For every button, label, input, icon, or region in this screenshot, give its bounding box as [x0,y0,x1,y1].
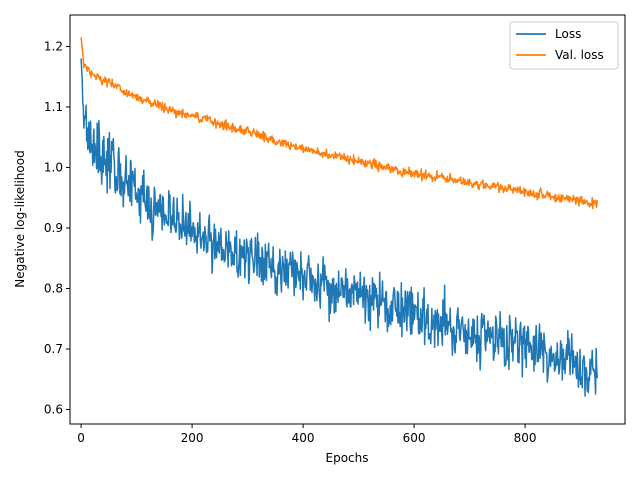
y-tick-label: 0.7 [44,342,63,356]
y-tick-label: 0.8 [44,281,63,295]
legend-label-val-loss: Val. loss [555,48,604,62]
x-tick-label: 800 [514,431,537,445]
plot-frame [69,14,626,425]
y-axis-ticks: 0.6 0.7 0.8 0.9 1.0 1.1 1.2 [44,39,70,416]
series-layer [80,37,598,397]
legend: Loss Val. loss [509,21,619,70]
y-tick-label: 1.2 [44,39,63,53]
x-tick-label: 600 [403,431,426,445]
x-axis-ticks: 0 200 400 600 800 [77,424,537,445]
y-tick-label: 1.0 [44,160,63,174]
series-line-loss [80,58,598,397]
x-tick-label: 0 [77,431,85,445]
y-axis-label: Negative log-likelihood [13,150,27,287]
x-tick-label: 400 [292,431,315,445]
y-tick-label: 0.9 [44,221,63,235]
y-tick-label: 1.1 [44,100,63,114]
legend-label-loss: Loss [555,27,581,41]
x-axis-label: Epochs [326,451,369,465]
x-tick-label: 200 [181,431,204,445]
y-tick-label: 0.6 [44,402,63,416]
series-line-val-loss [80,37,598,210]
